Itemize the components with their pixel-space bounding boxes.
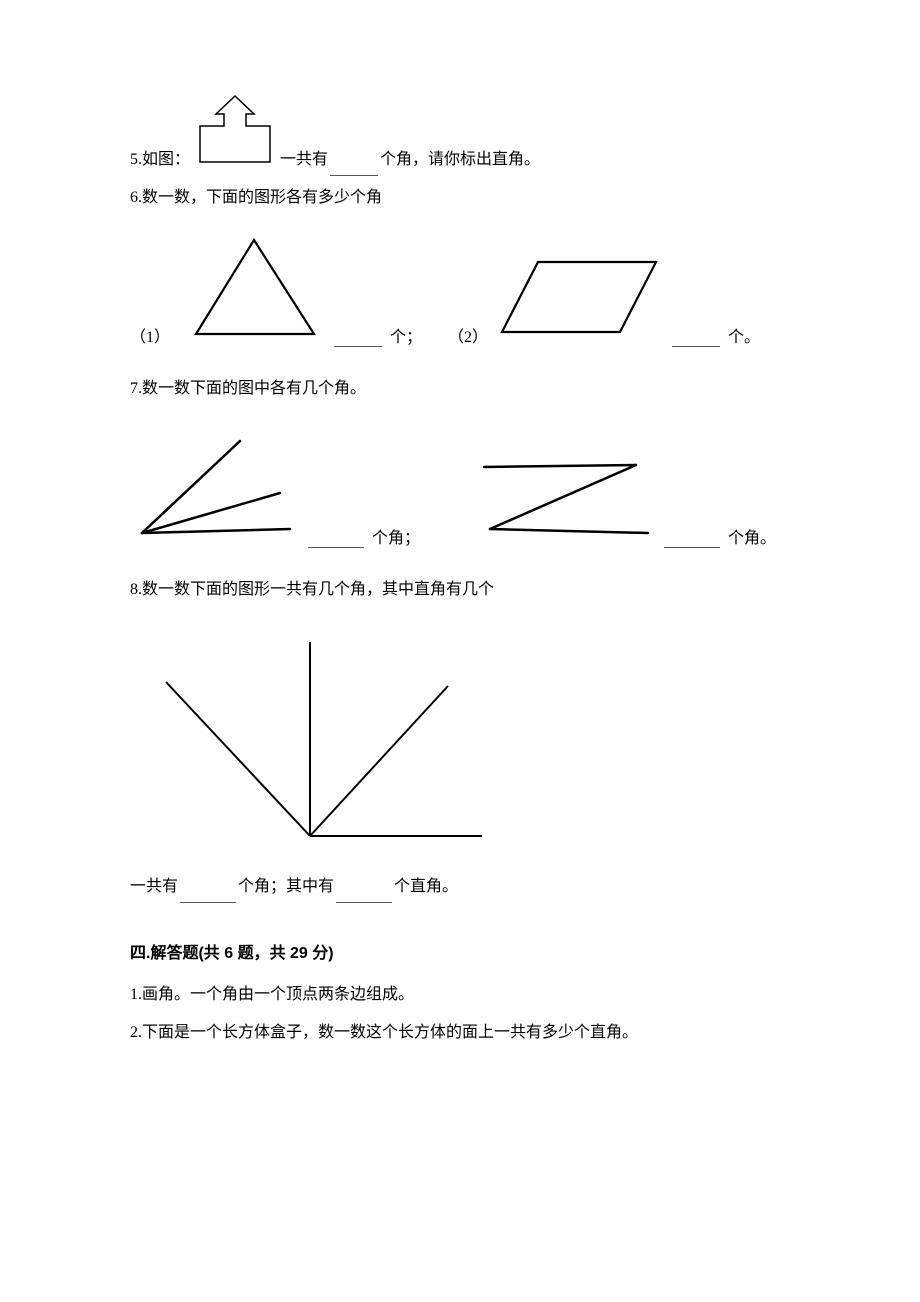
- q7-1-blank: [308, 530, 364, 548]
- q7-title: 7.数一数下面的图中各有几个角。: [130, 373, 790, 405]
- q8-b: 个角；其中有: [238, 871, 334, 903]
- q6-2-suffix: 个。: [728, 323, 760, 347]
- q8-title: 8.数一数下面的图形一共有几个角，其中直角有几个: [130, 574, 790, 606]
- q5-suffix: 个角，请你标出直角。: [380, 144, 540, 176]
- q7-1-figure: [130, 433, 300, 548]
- q6-1-suffix: 个；: [390, 323, 422, 347]
- q6-2-blank: [672, 329, 720, 347]
- q6-1-figure: [176, 232, 326, 347]
- q7-2-figure: [466, 453, 656, 548]
- q8-blank-1: [180, 885, 236, 903]
- q8-c: 个直角。: [394, 871, 458, 903]
- q7-2-blank: [664, 530, 720, 548]
- q5-line: 5.如图： 一共有 个角，请你标出直角。: [130, 90, 790, 176]
- q8-figure: [130, 634, 790, 849]
- section4-q1: 1.画角。一个角由一个顶点两条边组成。: [130, 979, 790, 1011]
- section4-q2: 2.下面是一个长方体盒子，数一数这个长方体的面上一共有多少个直角。: [130, 1017, 790, 1049]
- q7-2-suffix: 个角。: [728, 524, 776, 548]
- q5-mid: 一共有: [280, 144, 328, 176]
- q6-row: （1） 个； （2） 个。: [130, 232, 790, 347]
- q6-2-label: （2）: [448, 323, 488, 347]
- section4-heading: 四.解答题(共 6 题，共 29 分): [130, 939, 790, 963]
- q8-answer-line: 一共有 个角；其中有 个直角。: [130, 871, 790, 903]
- q7-1-suffix: 个角；: [372, 524, 420, 548]
- q6-title: 6.数一数，下面的图形各有多少个角: [130, 182, 790, 214]
- q6-1-blank: [334, 329, 382, 347]
- q5-figure: [190, 90, 280, 176]
- q5-blank: [330, 158, 378, 176]
- q5-prefix: 5.如图：: [130, 144, 190, 176]
- worksheet-page: 5.如图： 一共有 个角，请你标出直角。 6.数一数，下面的图形各有多少个角 （…: [0, 0, 920, 1115]
- q8-blank-2: [336, 885, 392, 903]
- q8-a: 一共有: [130, 871, 178, 903]
- q6-2-figure: [494, 252, 664, 347]
- q7-row: 个角； 个角。: [130, 433, 790, 548]
- q6-1-label: （1）: [130, 323, 170, 347]
